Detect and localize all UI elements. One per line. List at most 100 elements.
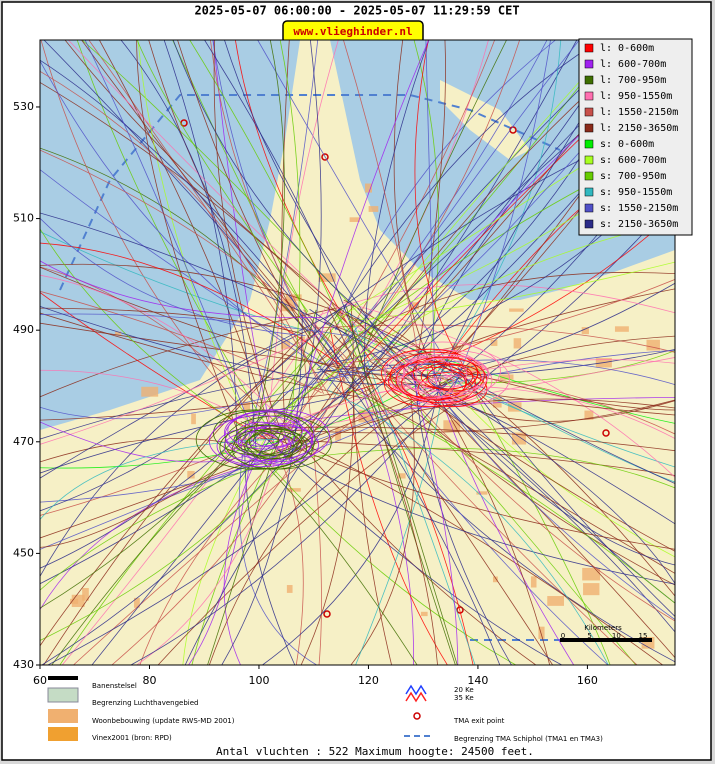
housing bbox=[437, 388, 449, 399]
flight-track bbox=[40, 305, 415, 386]
flight-track bbox=[188, 457, 251, 665]
flight-track bbox=[238, 453, 317, 665]
housing bbox=[538, 626, 545, 639]
flight-track bbox=[47, 383, 448, 665]
legend-label: s: 1550-2150m bbox=[600, 203, 678, 214]
x-tick-label: 60 bbox=[33, 674, 47, 687]
flight-track bbox=[345, 311, 675, 484]
flight-track bbox=[417, 288, 675, 367]
flight-track bbox=[240, 40, 548, 457]
flight-loop bbox=[420, 363, 474, 390]
flight-track bbox=[411, 372, 459, 665]
flight-track bbox=[81, 40, 416, 375]
flight-track bbox=[40, 307, 303, 334]
flight-track bbox=[260, 432, 563, 665]
housing bbox=[476, 491, 488, 495]
flight-loop bbox=[403, 353, 489, 397]
flight-track bbox=[224, 40, 422, 390]
housing bbox=[581, 327, 589, 335]
key-runway bbox=[48, 676, 78, 680]
flight-track bbox=[189, 40, 364, 371]
legend-swatch bbox=[584, 59, 594, 69]
flight-track bbox=[111, 377, 346, 665]
legend-swatch bbox=[584, 91, 594, 101]
flight-track bbox=[157, 395, 469, 665]
legend-swatch bbox=[584, 219, 594, 229]
flight-loop bbox=[249, 428, 303, 456]
flight-track bbox=[366, 386, 553, 665]
flight-track bbox=[40, 313, 349, 337]
flight-track bbox=[348, 261, 675, 321]
flight-loop bbox=[401, 366, 467, 400]
key-airport-label: Begrenzing Luchthavengebied bbox=[92, 699, 199, 707]
y-tick-label: 490 bbox=[13, 323, 34, 336]
housing bbox=[547, 596, 565, 606]
housing bbox=[420, 611, 428, 617]
housing bbox=[243, 401, 251, 412]
flight-track bbox=[40, 149, 374, 388]
housing bbox=[614, 326, 629, 332]
flight-track bbox=[207, 309, 317, 665]
flight-track bbox=[40, 324, 340, 445]
scale-tick-label: 10 bbox=[612, 632, 621, 640]
housing bbox=[513, 338, 522, 349]
flight-track bbox=[374, 385, 675, 439]
flight-track bbox=[343, 40, 420, 361]
flight-track bbox=[431, 382, 675, 584]
map-border bbox=[39, 39, 676, 666]
legend-swatch bbox=[584, 171, 594, 181]
title: 2025-05-07 06:00:00 - 2025-05-07 11:29:5… bbox=[194, 4, 519, 18]
site-link[interactable]: www.vlieghinder.nl bbox=[293, 25, 412, 38]
flight-track bbox=[40, 328, 312, 577]
housing bbox=[509, 308, 524, 312]
flight-loop bbox=[235, 430, 280, 453]
flight-track bbox=[281, 40, 290, 429]
flight-track bbox=[43, 40, 303, 328]
flight-track bbox=[40, 453, 293, 641]
flight-track bbox=[172, 40, 308, 314]
flight-track bbox=[325, 370, 675, 416]
flight-loop bbox=[224, 409, 330, 463]
x-tick-label: 100 bbox=[248, 674, 269, 687]
x-tick-label: 80 bbox=[142, 674, 156, 687]
flight-track bbox=[191, 330, 333, 665]
flight-track bbox=[369, 360, 675, 552]
legend-label: l: 600-700m bbox=[600, 59, 666, 70]
legend-box bbox=[578, 38, 693, 236]
flight-track bbox=[300, 334, 322, 665]
housing bbox=[507, 402, 522, 412]
housing bbox=[365, 183, 373, 193]
flight-track bbox=[343, 299, 675, 597]
housing bbox=[349, 217, 360, 222]
key-housing-label: Woonbebouwing (update RWS-MD 2001) bbox=[92, 717, 235, 725]
scale-tick-label: 15 bbox=[639, 632, 648, 640]
flight-track bbox=[321, 359, 675, 385]
flight-track bbox=[349, 312, 476, 665]
flight-track bbox=[324, 371, 675, 574]
legend-label: s: 950-1550m bbox=[600, 187, 672, 198]
legend-label: s: 700-950m bbox=[600, 171, 666, 182]
housing bbox=[82, 588, 89, 601]
flight-track bbox=[40, 242, 341, 365]
island bbox=[440, 80, 530, 160]
legend-label: s: 600-700m bbox=[600, 155, 666, 166]
flight-track bbox=[91, 330, 356, 665]
housing bbox=[646, 339, 660, 351]
legend-swatch bbox=[584, 123, 594, 133]
key-vinex bbox=[48, 727, 78, 741]
flight-track bbox=[84, 40, 255, 435]
legend-label: s: 0-600m bbox=[600, 139, 654, 150]
key: Banenstelsel Begrenzing Luchthavengebied… bbox=[47, 676, 603, 743]
flight-track bbox=[303, 309, 638, 665]
flight-loop bbox=[195, 409, 316, 470]
legend-label: l: 0-600m bbox=[600, 43, 654, 54]
flight-track bbox=[99, 40, 274, 439]
flight-track bbox=[262, 376, 442, 665]
legend-label: l: 700-950m bbox=[600, 75, 666, 86]
flight-loop bbox=[427, 363, 482, 392]
flight-track bbox=[357, 330, 675, 424]
flight-loop bbox=[384, 360, 476, 408]
flight-track bbox=[285, 398, 675, 460]
key-airport bbox=[47, 687, 79, 703]
flight-track bbox=[327, 279, 675, 365]
